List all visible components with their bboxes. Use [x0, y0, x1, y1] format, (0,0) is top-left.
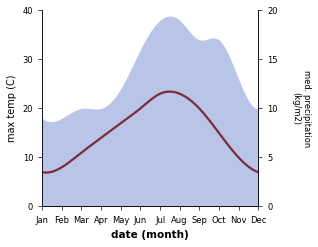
X-axis label: date (month): date (month): [111, 230, 189, 240]
Y-axis label: med. precipitation
(kg/m2): med. precipitation (kg/m2): [292, 70, 311, 147]
Y-axis label: max temp (C): max temp (C): [7, 75, 17, 142]
